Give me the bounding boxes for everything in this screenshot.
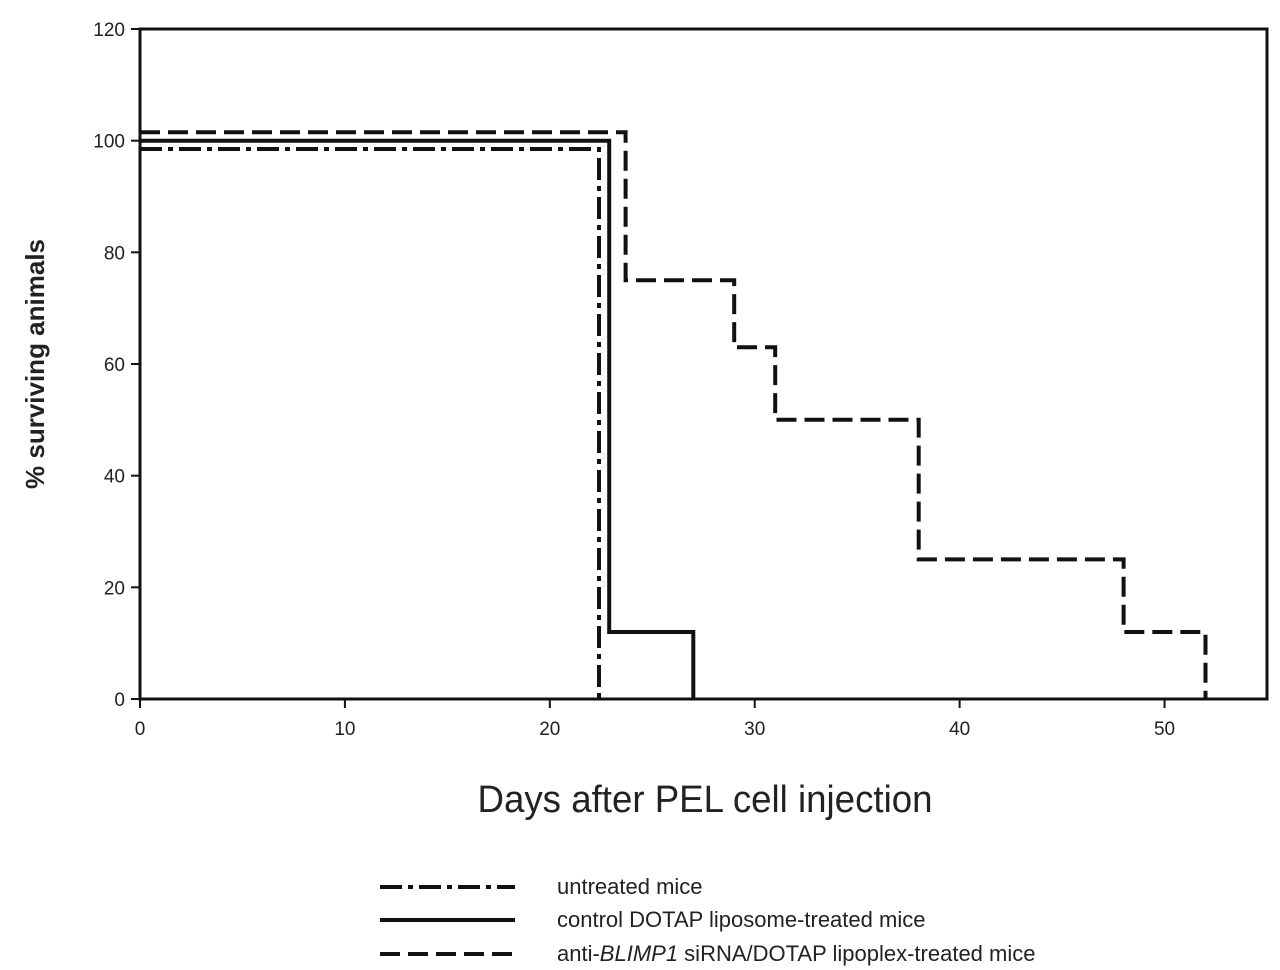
x-tick-label-0: 0 [135, 719, 146, 740]
y-axis-title: % surviving animals [20, 239, 50, 489]
y-tick-label-40: 40 [104, 467, 125, 488]
y-tick-label-120: 120 [93, 20, 125, 41]
legend-label-control: control DOTAP liposome-treated mice [557, 907, 925, 932]
y-tick-label-20: 20 [104, 578, 125, 599]
y-tick-label-80: 80 [104, 243, 125, 264]
legend-label-sirna-gene: BLIMP1 [600, 941, 678, 966]
series-line-control [140, 138, 696, 699]
series-lines [140, 130, 1208, 699]
x-tick-label-40: 40 [949, 719, 970, 740]
x-tick-label-10: 10 [334, 719, 355, 740]
x-tick-label-30: 30 [744, 719, 765, 740]
x-axis-title: Days after PEL cell injection [478, 779, 933, 821]
x-axis: 0 10 20 30 40 50 [135, 699, 1175, 740]
y-tick-label-100: 100 [93, 132, 125, 153]
y-tick-label-0: 0 [114, 690, 125, 711]
y-axis: 0 20 40 60 80 100 120 [93, 20, 140, 711]
plot-area-frame [138, 27, 1269, 701]
legend-label-sirna-prefix: anti- [557, 941, 600, 966]
series-line-sirna [140, 130, 1208, 699]
x-tick-label-20: 20 [539, 719, 560, 740]
legend-label-sirna-suffix: siRNA/DOTAP lipoplex-treated mice [678, 941, 1035, 966]
legend-label-untreated: untreated mice [557, 874, 703, 899]
x-tick-label-50: 50 [1154, 719, 1175, 740]
legend: untreated mice control DOTAP liposome-tr… [380, 874, 1035, 966]
series-line-untreated [140, 147, 601, 699]
legend-label-sirna: anti-BLIMP1 siRNA/DOTAP lipoplex-treated… [557, 941, 1035, 966]
y-tick-label-60: 60 [104, 355, 125, 376]
